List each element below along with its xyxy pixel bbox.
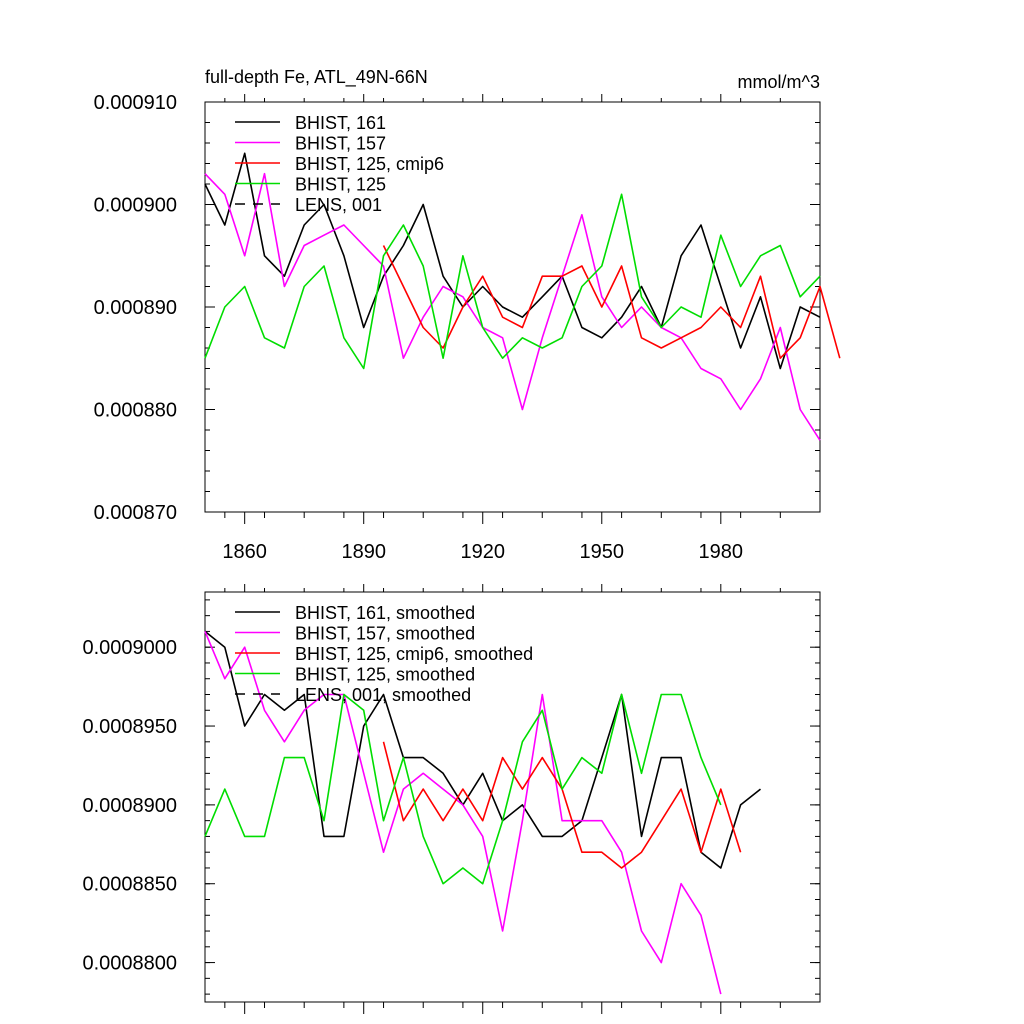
legend-label: BHIST, 125, cmip6 (295, 154, 444, 174)
bottom-panel: 0.0008800 0.0008850 0.0008900 0.0008950 0.00… (82, 584, 821, 1014)
legend-label: BHIST, 125, cmip6, smoothed (295, 644, 533, 664)
y-tick-label: 0.000900 (94, 195, 177, 217)
legend-label: LENS, 001 (295, 195, 382, 215)
series-line (382, 741, 742, 869)
y-tick-label: 0.0008850 (82, 874, 177, 896)
legend-label: BHIST, 157, smoothed (295, 624, 475, 644)
y-tick-label: 0.0008950 (82, 716, 177, 738)
top-panel: 0.000870 0.000880 0.000890 0.000900 0.000910… (94, 92, 841, 563)
x-tick-label: 1950 (580, 541, 625, 563)
series-line (204, 172, 821, 441)
series-line (204, 630, 761, 869)
y-tick-label: 0.000890 (94, 297, 177, 319)
y-tick-label: 0.000870 (94, 502, 177, 524)
x-tick-label: 1860 (222, 541, 267, 563)
x-tick-label: 1890 (341, 541, 386, 563)
y-tick-label: 0.0008800 (82, 953, 177, 975)
x-tick-label: 1920 (460, 541, 505, 563)
series-line (382, 245, 841, 360)
legend-label: BHIST, 161, smoothed (295, 603, 475, 623)
legend-label: LENS, 001, smoothed (295, 685, 471, 705)
units-label: mmol/m^3 (738, 72, 820, 92)
series-line (204, 693, 722, 885)
legend-label: BHIST, 125, smoothed (295, 665, 475, 685)
legend-label: BHIST, 125 (295, 175, 386, 195)
x-tick-label: 1980 (699, 541, 744, 563)
y-tick-label: 0.000880 (94, 400, 177, 422)
figure-title: full-depth Fe, ATL_49N-66N (205, 67, 428, 88)
series-line (204, 152, 821, 370)
y-tick-label: 0.0009000 (82, 637, 177, 659)
legend-label: BHIST, 157 (295, 134, 386, 154)
legend-label: BHIST, 161 (295, 113, 386, 133)
series-line (204, 631, 722, 995)
y-tick-label: 0.000910 (94, 92, 177, 114)
plot-frame (204, 591, 821, 1003)
y-tick-label: 0.0008900 (82, 795, 177, 817)
series-line (204, 193, 821, 370)
